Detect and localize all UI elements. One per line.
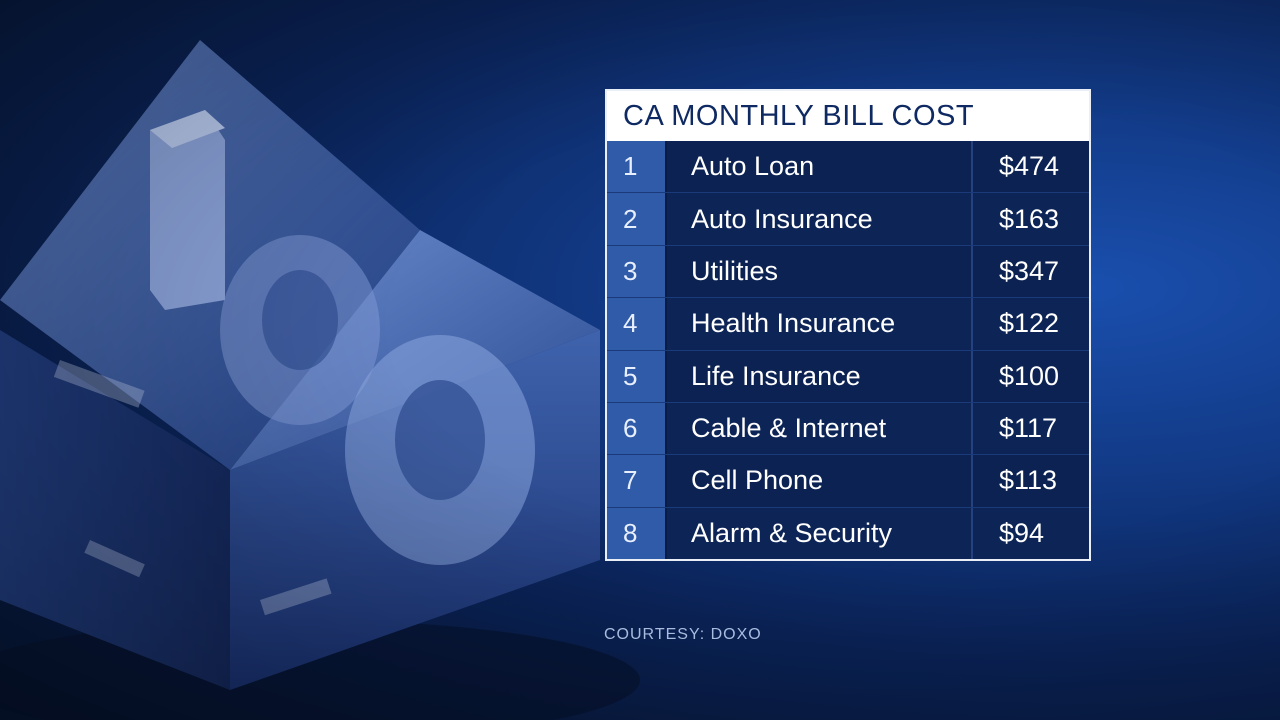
- table-row: 6 Cable & Internet $117: [607, 402, 1089, 456]
- table-row: 2 Auto Insurance $163: [607, 193, 1089, 246]
- row-rank: 3: [607, 245, 667, 298]
- table-rows: 1 Auto Loan $474 2 Auto Insurance $163 3…: [607, 141, 1089, 559]
- table-row: 3 Utilities $347: [607, 245, 1089, 299]
- money-house-image: [0, 40, 640, 720]
- row-rank: 6: [607, 402, 667, 455]
- row-cost: $347: [973, 245, 1089, 298]
- row-rank: 8: [607, 507, 667, 559]
- house-icon: [0, 40, 640, 720]
- row-rank: 7: [607, 455, 667, 507]
- table-row: 8 Alarm & Security $94: [607, 507, 1089, 559]
- row-name: Cable & Internet: [667, 402, 973, 455]
- row-name: Health Insurance: [667, 298, 973, 350]
- row-name: Cell Phone: [667, 455, 973, 507]
- row-cost: $117: [973, 402, 1089, 455]
- row-name: Auto Insurance: [667, 193, 973, 245]
- table-row: 1 Auto Loan $474: [607, 141, 1089, 194]
- row-rank: 5: [607, 350, 667, 402]
- row-name: Life Insurance: [667, 350, 973, 402]
- row-cost: $163: [973, 193, 1089, 245]
- row-rank: 4: [607, 298, 667, 350]
- row-name: Auto Loan: [667, 141, 973, 193]
- row-cost: $100: [973, 350, 1089, 402]
- table-row: 4 Health Insurance $122: [607, 298, 1089, 351]
- table-title: CA MONTHLY BILL COST: [607, 91, 1089, 141]
- row-cost: $94: [973, 507, 1089, 559]
- row-rank: 1: [607, 141, 667, 193]
- table-row: 7 Cell Phone $113: [607, 455, 1089, 508]
- row-name: Alarm & Security: [667, 507, 973, 559]
- row-cost: $113: [973, 455, 1089, 507]
- bill-cost-table: CA MONTHLY BILL COST 1 Auto Loan $474 2 …: [605, 89, 1091, 561]
- row-cost: $122: [973, 298, 1089, 350]
- table-row: 5 Life Insurance $100: [607, 350, 1089, 403]
- row-name: Utilities: [667, 245, 973, 298]
- row-rank: 2: [607, 193, 667, 245]
- row-cost: $474: [973, 141, 1089, 193]
- courtesy-credit: COURTESY: DOXO: [604, 626, 762, 643]
